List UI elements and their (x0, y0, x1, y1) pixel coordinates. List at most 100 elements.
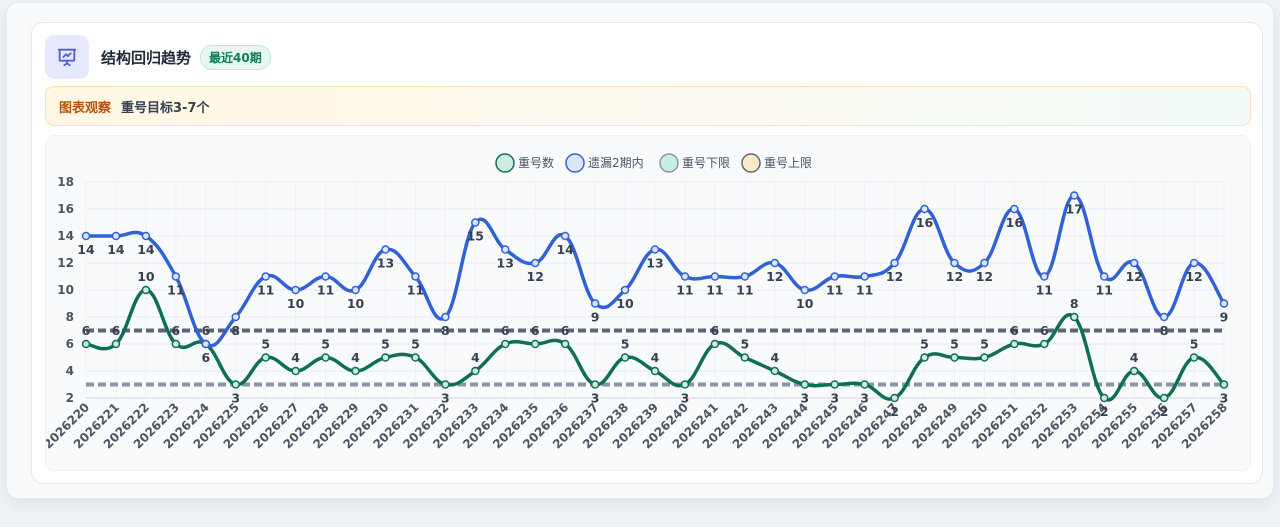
data-point[interactable] (530, 339, 540, 349)
data-point[interactable] (1040, 272, 1049, 281)
data-point[interactable] (590, 299, 600, 308)
data-point[interactable] (261, 272, 270, 281)
data-point[interactable] (860, 380, 869, 389)
data-point[interactable] (590, 380, 600, 389)
data-label: 5 (1190, 337, 1199, 352)
data-point[interactable] (1070, 191, 1079, 200)
data-point[interactable] (980, 258, 989, 268)
data-point[interactable] (620, 353, 630, 362)
data-point[interactable] (770, 366, 780, 376)
data-point[interactable] (1010, 204, 1019, 214)
legend-swatch[interactable] (659, 153, 679, 173)
data-point[interactable] (471, 366, 480, 376)
data-point[interactable] (351, 285, 360, 295)
data-label: 8 (231, 323, 240, 338)
data-point[interactable] (740, 272, 750, 281)
data-point[interactable] (1159, 393, 1169, 403)
legend-label[interactable]: 遗漏2期内 (588, 156, 644, 170)
data-point[interactable] (291, 285, 300, 295)
data-point[interactable] (920, 353, 929, 362)
data-point[interactable] (411, 353, 420, 362)
data-point[interactable] (830, 380, 839, 389)
data-label: 13 (377, 256, 394, 271)
data-point[interactable] (501, 245, 510, 254)
data-point[interactable] (471, 218, 480, 227)
data-point[interactable] (1070, 312, 1079, 322)
data-point[interactable] (950, 258, 959, 268)
data-point[interactable] (920, 204, 929, 214)
data-point[interactable] (1129, 366, 1139, 376)
data-point[interactable] (890, 393, 899, 403)
data-point[interactable] (770, 258, 780, 268)
data-point[interactable] (411, 272, 420, 281)
data-point[interactable] (560, 231, 570, 241)
data-point[interactable] (321, 353, 330, 362)
data-point[interactable] (1189, 258, 1199, 268)
data-point[interactable] (501, 339, 510, 349)
data-label: 5 (321, 337, 330, 352)
data-point[interactable] (1189, 353, 1199, 362)
data-point[interactable] (560, 339, 570, 349)
data-point[interactable] (860, 272, 869, 281)
data-point[interactable] (680, 380, 690, 389)
data-label: 4 (1130, 350, 1139, 365)
data-point[interactable] (291, 366, 300, 376)
data-label: 4 (651, 350, 660, 365)
legend-swatch[interactable] (495, 153, 515, 173)
data-point[interactable] (141, 285, 151, 295)
data-point[interactable] (261, 353, 270, 362)
data-point[interactable] (111, 339, 121, 349)
data-point[interactable] (231, 380, 240, 389)
data-point[interactable] (81, 231, 91, 241)
data-point[interactable] (620, 285, 630, 295)
data-point[interactable] (980, 353, 989, 362)
data-point[interactable] (321, 272, 330, 281)
legend-label[interactable]: 重号下限 (682, 156, 730, 170)
observation-text: 重号目标3-7个 (121, 100, 210, 116)
data-point[interactable] (171, 272, 181, 281)
legend-label[interactable]: 重号数 (518, 155, 554, 170)
data-point[interactable] (530, 258, 540, 268)
data-point[interactable] (1099, 393, 1109, 403)
data-point[interactable] (381, 353, 390, 362)
data-point[interactable] (141, 231, 151, 241)
data-point[interactable] (1099, 272, 1109, 281)
data-point[interactable] (650, 366, 660, 376)
data-label: 2 (1160, 404, 1169, 419)
data-point[interactable] (1040, 339, 1049, 349)
observation-banner: 图表观察 重号目标3-7个 (45, 86, 1251, 126)
data-point[interactable] (1219, 299, 1229, 308)
data-point[interactable] (171, 339, 181, 349)
data-label: 6 (561, 323, 570, 338)
data-point[interactable] (441, 380, 450, 389)
data-point[interactable] (201, 339, 211, 349)
data-label: 5 (740, 337, 749, 352)
data-label: 6 (201, 350, 210, 365)
data-point[interactable] (1159, 312, 1169, 322)
data-point[interactable] (441, 312, 450, 322)
data-point[interactable] (710, 272, 720, 281)
data-point[interactable] (800, 380, 809, 389)
legend-swatch[interactable] (741, 153, 761, 173)
data-point[interactable] (710, 339, 720, 349)
data-point[interactable] (111, 231, 121, 241)
data-point[interactable] (381, 245, 390, 254)
data-point[interactable] (890, 258, 899, 268)
data-point[interactable] (740, 353, 750, 362)
data-point[interactable] (1129, 258, 1139, 268)
data-label: 13 (497, 256, 514, 271)
data-point[interactable] (1010, 339, 1019, 349)
data-point[interactable] (1219, 380, 1229, 389)
data-point[interactable] (351, 366, 360, 376)
data-point[interactable] (800, 285, 809, 295)
data-point[interactable] (231, 312, 240, 322)
legend-swatch[interactable] (565, 153, 585, 173)
data-point[interactable] (650, 245, 660, 254)
data-point[interactable] (950, 353, 959, 362)
data-label: 12 (766, 269, 783, 284)
y-tick-label: 18 (57, 175, 74, 189)
data-point[interactable] (830, 272, 839, 281)
legend-label[interactable]: 重号上限 (764, 156, 812, 170)
data-point[interactable] (81, 339, 91, 349)
data-point[interactable] (680, 272, 690, 281)
